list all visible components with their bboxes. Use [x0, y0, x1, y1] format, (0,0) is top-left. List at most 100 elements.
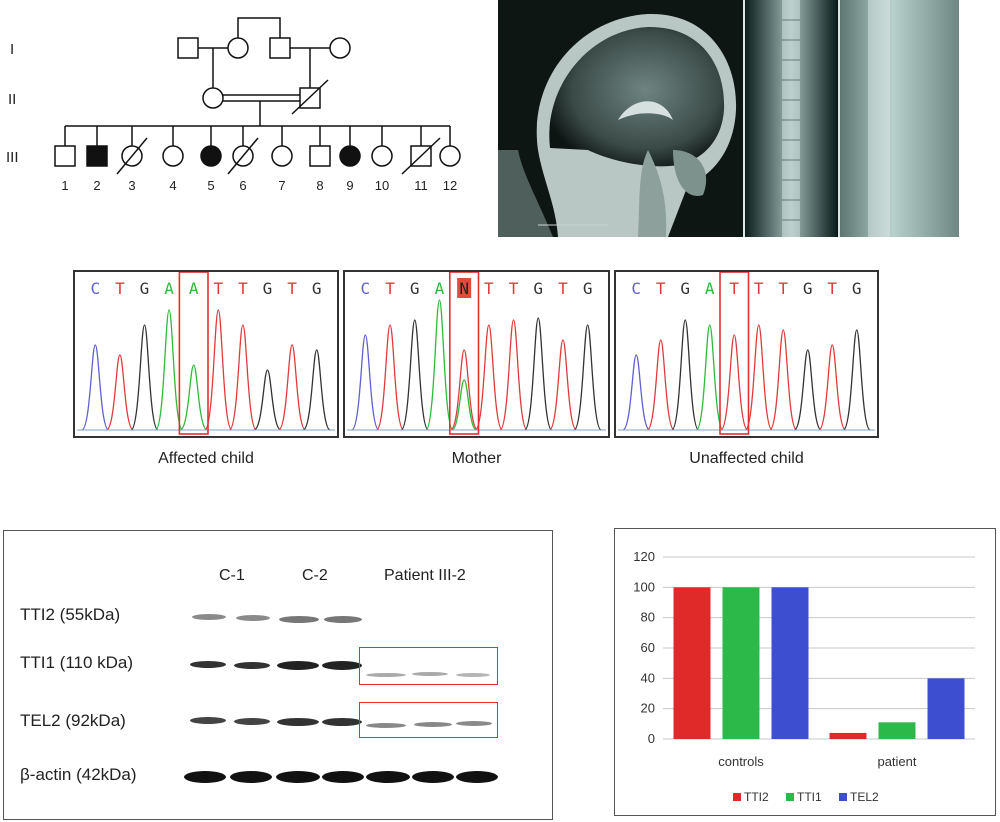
protein-label-beta-actin: β-actin (42kDa): [20, 765, 137, 784]
bar-tti2-controls: [673, 587, 711, 739]
base-call: G: [140, 279, 150, 298]
trace-peak: [351, 334, 380, 431]
individual-number: 8: [316, 178, 323, 193]
lane-label-patient: Patient III-2: [384, 567, 466, 584]
base-call: G: [680, 279, 690, 298]
blot-band: [277, 718, 319, 726]
chromatogram-caption: Mother: [451, 450, 502, 467]
base-call: T: [827, 279, 837, 298]
trace-peak: [105, 354, 135, 431]
base-call: C: [631, 279, 641, 298]
blot-band: [322, 718, 362, 726]
blot-band: [236, 615, 270, 621]
imaging-panel: [498, 0, 959, 237]
base-call: G: [583, 279, 593, 298]
trace-peak: [499, 319, 528, 431]
blot-band: [190, 717, 226, 724]
base-call: G: [312, 279, 322, 298]
individual-number: 4: [169, 178, 176, 193]
y-tick-label: 0: [648, 731, 655, 746]
bar-tti1-controls: [722, 587, 760, 739]
trace-peak: [818, 344, 847, 431]
blot-band: [412, 771, 454, 783]
protein-label-tti1: TTI1 (110 kDa): [20, 653, 134, 672]
blot-band: [366, 771, 410, 783]
base-call: G: [852, 279, 862, 298]
base-call: G: [803, 279, 813, 298]
trace-peak: [622, 354, 651, 431]
blot-band: [456, 673, 490, 677]
trace-peak: [744, 324, 773, 431]
base-call: A: [435, 279, 445, 298]
pedigree-female-I-2: [227, 37, 249, 59]
blot-band: [230, 771, 272, 783]
xray-lateral-image: [839, 0, 959, 237]
base-call: T: [509, 279, 519, 298]
trace-peak: [474, 324, 504, 431]
individual-number: 12: [443, 178, 457, 193]
legend-swatch: [786, 793, 794, 801]
mutation-highlight-box: [178, 272, 209, 435]
x-category-label: patient: [877, 754, 916, 769]
trace-peak: [573, 324, 602, 431]
bar-tel2-controls: [771, 587, 809, 739]
trace-peak: [449, 349, 479, 431]
mri-brain: [549, 26, 725, 167]
trace-peak: [277, 344, 307, 431]
trace-peak: [671, 319, 700, 431]
protein-label-tti2: TTI2 (55kDa): [20, 605, 121, 624]
western-blot-panel: C-1 C-2 Patient III-2 TTI2 (55kDa) TTI1 …: [3, 530, 553, 820]
trace-peak: [400, 319, 429, 431]
lane-label-c2: C-2: [302, 567, 328, 584]
base-call: A: [164, 279, 174, 298]
base-call: C: [90, 279, 100, 298]
x-category-label: controls: [718, 754, 764, 769]
trace-peak: [302, 349, 331, 431]
base-call: A: [705, 279, 715, 298]
legend-swatch: [839, 793, 847, 801]
protein-levels-chart: 0 20 40 60 80 100 120 controls patient TTI2 TTI1 TE…: [614, 528, 996, 816]
protein-label-tel2: TEL2 (92kDa): [20, 711, 126, 730]
trace-peak: [81, 344, 110, 431]
trace-peak: [228, 324, 258, 431]
trace-peak: [793, 349, 822, 431]
chromatogram-caption: Unaffected child: [689, 450, 804, 467]
blot-band: [234, 718, 270, 725]
individual-number: 1: [61, 178, 68, 193]
blot-band: [277, 661, 319, 670]
individual-number: 6: [239, 178, 246, 193]
bar-tel2-patient: [927, 678, 965, 739]
blot-band: [190, 661, 226, 668]
base-call: T: [238, 279, 248, 298]
base-call: G: [263, 279, 273, 298]
blot-band: [412, 672, 448, 676]
individual-number: 11: [414, 178, 428, 193]
base-call: C: [361, 279, 371, 298]
bar-tti2-patient: [829, 732, 867, 739]
blot-band: [192, 614, 226, 620]
blot-band: [234, 662, 270, 669]
y-tick-label: 80: [641, 610, 655, 625]
base-call: T: [115, 279, 125, 298]
trace-peak: [842, 329, 871, 431]
imaging-figure: [498, 0, 959, 237]
individual-number: 9: [346, 178, 353, 193]
legend-label: TEL2: [850, 790, 879, 804]
lane-label-c1: C-1: [219, 567, 245, 584]
bar-tti1-patient: [878, 722, 916, 739]
blot-band: [324, 616, 362, 623]
generation-label-III: III: [6, 149, 19, 166]
base-call: T: [754, 279, 764, 298]
trace-peak: [154, 309, 184, 431]
legend-label: TTI1: [797, 790, 822, 804]
y-tick-label: 100: [633, 579, 655, 594]
trace-peak: [179, 364, 208, 431]
legend-label: TTI2: [744, 790, 769, 804]
trace-peak: [375, 324, 405, 431]
highlight-box-tti1: [359, 647, 498, 685]
blot-band: [366, 723, 406, 728]
blot-band: [322, 771, 364, 783]
